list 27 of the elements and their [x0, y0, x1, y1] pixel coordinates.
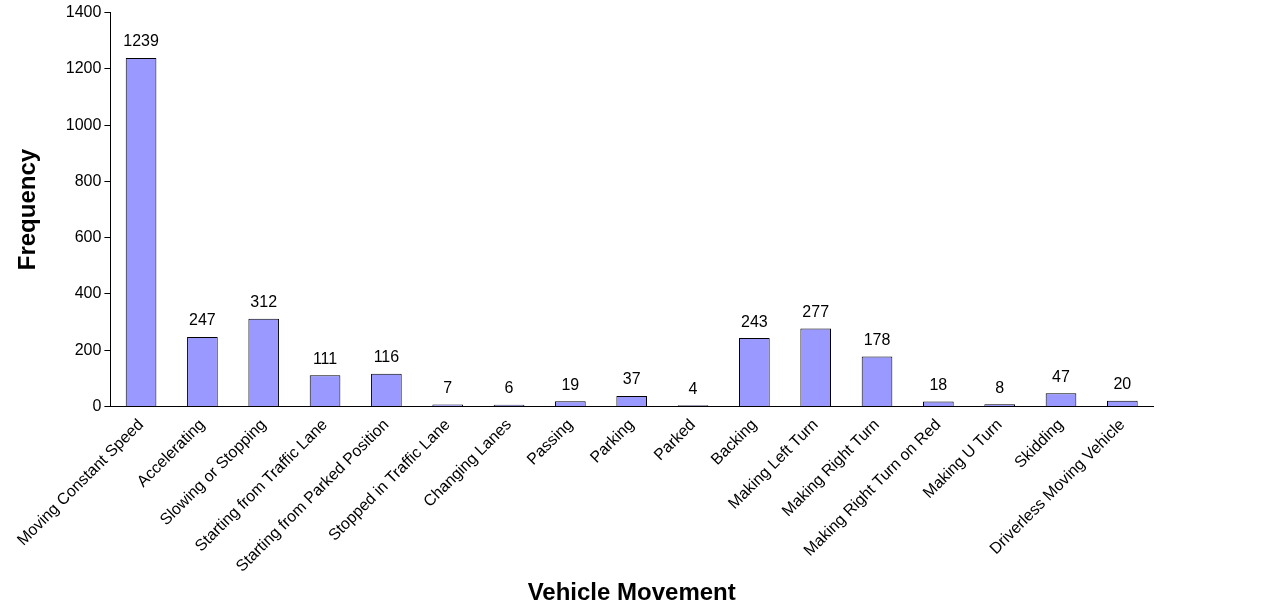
- data-label: 4: [688, 379, 698, 397]
- y-tick-label: 1200: [65, 59, 102, 77]
- data-label: 6: [504, 379, 514, 397]
- y-tick-label: 600: [74, 228, 102, 246]
- data-label: 243: [741, 312, 768, 330]
- y-tick-label: 400: [74, 284, 102, 302]
- y-tick-label: 200: [74, 340, 102, 358]
- data-label: 19: [561, 375, 580, 393]
- data-label: 178: [863, 330, 891, 348]
- data-label: 1239: [123, 32, 159, 50]
- data-label: 37: [622, 370, 641, 388]
- x-axis-title: Vehicle Movement: [527, 578, 736, 606]
- data-label: 8: [995, 378, 1005, 396]
- data-label: 7: [443, 378, 453, 396]
- y-tick-label: 1000: [65, 115, 102, 133]
- y-tick-label: 0: [92, 396, 102, 414]
- data-label: 47: [1052, 367, 1071, 385]
- data-label: 247: [189, 311, 216, 329]
- data-label: 111: [312, 349, 338, 367]
- y-axis-title: Frequency: [13, 148, 41, 271]
- data-label: 312: [250, 293, 278, 311]
- data-label: 20: [1113, 375, 1132, 393]
- y-tick-label: 1400: [65, 3, 102, 21]
- y-tick-label: 800: [74, 171, 102, 189]
- data-label: 18: [929, 375, 948, 393]
- data-label: 116: [373, 348, 400, 366]
- data-label: 277: [802, 302, 830, 320]
